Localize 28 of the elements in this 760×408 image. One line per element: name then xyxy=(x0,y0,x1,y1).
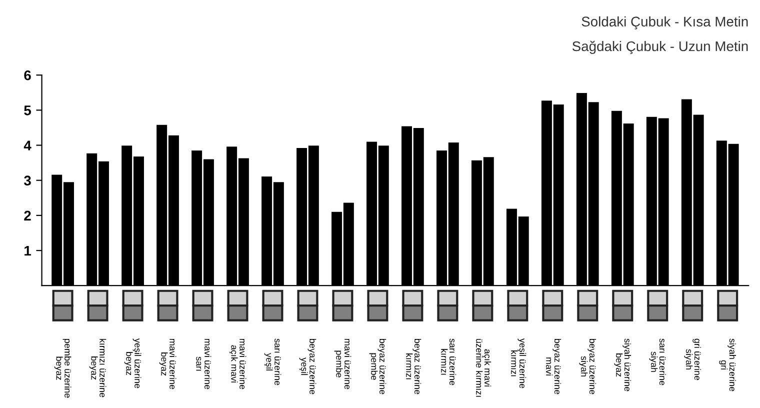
x-tick-label: mavi üzerine beyaz xyxy=(159,338,176,390)
y-tick-label: 4 xyxy=(24,140,32,150)
x-tick-label: yeşil üzerine kırmızı xyxy=(511,338,526,388)
text: Sağdaki Çubuk - Uzun Metin xyxy=(572,40,748,54)
x-tick-label: sarı üzerine yeşil xyxy=(264,338,282,386)
x-tick-label: açık mavi üzerine kırmızı xyxy=(476,338,492,397)
x-tick-label: beyaz üzerine siyah xyxy=(579,338,596,394)
text: Soldaki Çubuk - Kısa Metin xyxy=(582,16,748,30)
x-tick-label: siyah üzerine beyaz xyxy=(614,338,632,392)
x-tick-label: beyaz üzerine mavi xyxy=(546,338,562,394)
y-tick-label: 5 xyxy=(24,106,31,116)
x-tick-label: siyah üzerine gri xyxy=(719,338,736,392)
x-tick-label: mavi üzerine açık mavi xyxy=(229,338,246,390)
x-tick-label: gri üzerine siyah xyxy=(684,338,702,380)
x-tick-label: beyaz üzerine yeşil xyxy=(299,338,316,394)
x-tick-label: yeşil üzerine beyaz xyxy=(124,338,142,388)
y-tick-label: 3 xyxy=(24,176,31,186)
x-tick-label: sarı üzerine siyah xyxy=(649,338,666,386)
y-tick-label: 2 xyxy=(24,210,31,220)
x-tick-label: mavi üzerine sarı xyxy=(196,338,212,390)
x-tick-label: beyaz üzerine kırmızı xyxy=(406,338,422,394)
x-tick-label: pembe üzerine beyaz xyxy=(54,338,72,398)
y-tick-label: 1 xyxy=(24,246,31,256)
x-tick-label: kırmızı üzerine beyaz xyxy=(89,338,106,398)
x-tick-label: sarı üzerine kırmızı xyxy=(441,338,456,386)
x-tick-label: mavi üzerine pembe xyxy=(334,338,352,390)
y-tick-label: 6 xyxy=(24,70,31,80)
x-tick-label: beyaz üzerine pembe xyxy=(369,338,386,394)
